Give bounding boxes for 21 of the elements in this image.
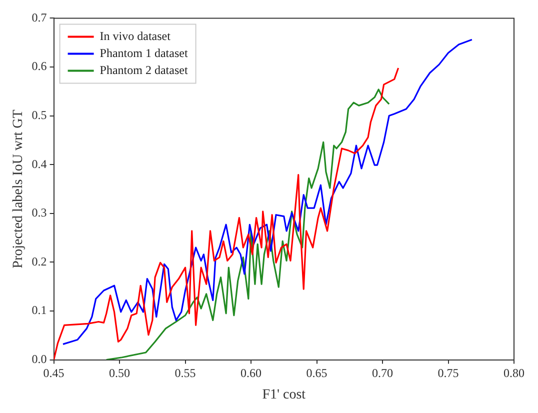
x-tick-label: 0.45 [43,366,64,380]
legend-label: Phantom 2 dataset [100,62,188,77]
x-tick-label: 0.55 [174,366,196,380]
legend-label: In vivo dataset [100,28,172,43]
y-tick-label: 0.4 [32,156,47,171]
y-tick-label: 0.3 [32,206,47,220]
x-tick-label: 0.60 [240,366,262,380]
y-tick-label: 0.7 [32,10,47,24]
x-axis-title: F1' cost [262,387,306,402]
x-tick-label: 0.75 [438,366,459,380]
x-tick-label: 0.80 [504,366,524,380]
y-tick-label: 0.0 [32,352,47,366]
legend-label: Phantom 1 dataset [100,46,188,60]
y-tick-label: 0.2 [32,254,47,268]
y-tick-label: 0.5 [32,108,47,122]
y-axis-title: Projected labels IoU wrt GT [11,109,26,268]
x-tick-label: 0.50 [109,366,130,380]
x-tick-label: 0.70 [372,366,394,380]
y-tick-label: 0.1 [32,303,47,318]
x-tick-label: 0.65 [306,366,328,380]
y-tick-label: 0.6 [32,59,47,74]
